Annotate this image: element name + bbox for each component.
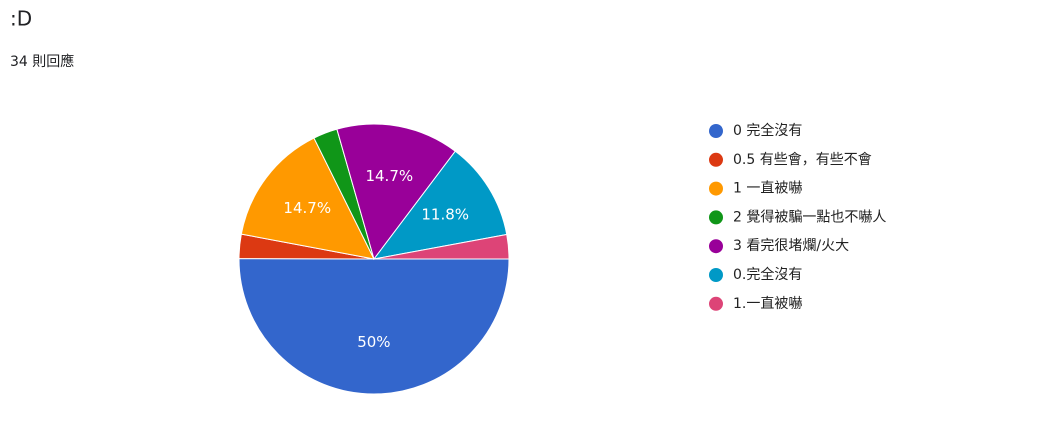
chart-title: :D [10, 7, 32, 31]
legend-label: 1.一直被嚇 [733, 295, 802, 312]
data-label: 50% [357, 333, 390, 351]
data-label: 11.8% [421, 206, 469, 224]
legend-label: 0 完全沒有 [733, 122, 802, 139]
pie-slice [336, 123, 456, 261]
legend-swatch [709, 296, 723, 311]
legend-label: 1 一直被嚇 [733, 180, 802, 197]
legend-swatch [709, 181, 723, 196]
legend-label: 2 覺得被騙一點也不嚇人 [733, 208, 886, 225]
legend-swatch [709, 152, 723, 167]
legend-swatch [709, 239, 723, 254]
legend-swatch [709, 124, 723, 138]
data-label: 14.7% [283, 199, 331, 217]
legend-label: 3 看完很堵爛/火大 [733, 238, 849, 254]
pie-slice [372, 150, 508, 260]
pie-slice [373, 233, 510, 260]
pie-slice [240, 137, 375, 260]
chart-subtitle: 34 則回應 [10, 53, 74, 70]
legend-label: 0.完全沒有 [733, 266, 802, 283]
data-label: 14.7% [365, 167, 413, 185]
legend-swatch [709, 268, 723, 282]
legend-label: 0.5 有些會，有些不會 [733, 152, 872, 168]
pie-slice [238, 258, 510, 395]
legend-swatch [709, 210, 723, 225]
